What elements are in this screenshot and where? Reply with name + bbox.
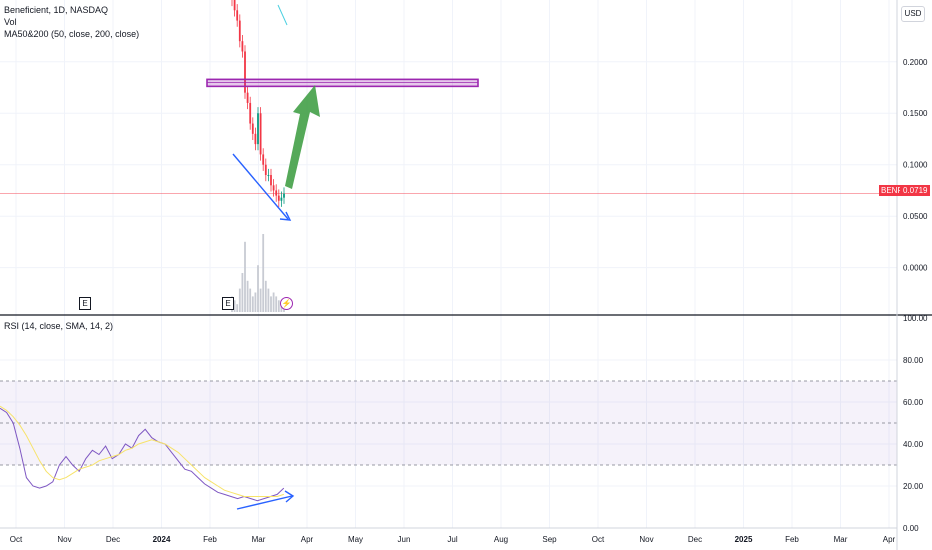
candle-body [270,175,272,186]
x-tick-label: Jul [447,535,457,544]
candle-body [277,195,280,201]
rsi-band-fill [0,381,897,465]
earnings-marker[interactable]: E [79,297,91,310]
candle-body [275,190,278,196]
rsi-tick-label: 40.00 [903,440,924,449]
volume-bar [249,288,252,312]
x-tick-label: Nov [57,535,71,544]
x-tick-label: Jun [398,535,411,544]
rsi-line [0,407,285,502]
rsi-tick-label: 0.00 [903,524,919,533]
x-tick-label: Sep [542,535,557,544]
price-tick-label: 0.1000 [903,161,928,170]
volume-bar [241,273,244,312]
volume-bar [257,265,259,312]
volume-bar [236,304,239,312]
candle-body [272,185,275,191]
candle-body [259,113,262,155]
earnings-marker[interactable]: E [222,297,234,310]
rsi-divergence-line [236,495,293,510]
x-tick-label: Feb [785,535,799,544]
rsi-band [0,380,897,466]
x-tick-label: 2025 [735,535,753,544]
x-tick-label: Mar [834,535,848,544]
price-tick-label: 0.0000 [903,264,928,273]
projected-up-arrow [285,85,320,189]
volume-bar [270,296,272,312]
volume-bar [264,280,267,312]
symbol-legend[interactable]: Beneficient, 1D, NASDAQ [4,5,109,15]
ma-legend[interactable]: MA50&200 (50, close, 200, close) [4,29,140,39]
volume-bar [238,288,241,312]
price-tick-label: 0.1500 [903,109,928,118]
volume-bar [267,288,270,312]
x-tick-label: Nov [639,535,653,544]
grid-lines [0,0,897,528]
rsi-tick-label: 20.00 [903,482,924,491]
volume-bar [251,296,254,312]
x-tick-label: Mar [252,535,266,544]
rsi-divergence-arrow-head [284,490,295,503]
x-tick-label: Oct [10,535,23,544]
candle-body [267,175,270,177]
rsi-legend[interactable]: RSI (14, close, SMA, 14, 2) [4,321,114,331]
candle-body [254,133,257,145]
candle-body [233,0,236,11]
rsi-ma-line [0,405,284,497]
candle-body [251,123,254,134]
candle-body [241,41,244,52]
candle-body [249,102,252,124]
candle-body [262,154,265,165]
volume-legend[interactable]: Vol [4,17,17,27]
volume-bar [259,288,262,312]
rsi-tick-label: 80.00 [903,356,924,365]
flash-icon[interactable]: ⚡ [280,297,293,310]
x-tick-label: Aug [494,535,508,544]
x-tick-label: 2024 [153,535,171,544]
volume-bar [254,292,257,312]
volume-bar [244,241,246,312]
price-candles [231,0,285,207]
x-tick-label: Dec [106,535,120,544]
x-tick-label: Apr [883,535,896,544]
candle-body [257,113,259,145]
candle-body [244,51,246,93]
resistance-box [206,78,479,88]
candle-body [238,20,241,42]
candle-body [236,10,239,21]
candle-body [246,92,249,103]
volume-bar [272,292,275,312]
rsi-tick-label: 100.00 [903,314,928,323]
volume-bar [233,300,236,312]
ticker-badge: BENF [879,185,905,196]
trend-arrow-head [279,211,292,221]
last-price-badge: 0.0719 [900,185,931,196]
rsi-lines [0,405,285,502]
trend-line-down [232,153,289,220]
x-tick-label: Dec [688,535,702,544]
volume-bar [262,234,265,312]
price-tick-label: 0.2000 [903,58,928,67]
volume-bar [277,300,280,312]
cyan-trend-line [277,4,288,26]
price-tick-label: 0.0500 [903,212,928,221]
candle-body [280,197,283,201]
x-tick-label: Apr [301,535,314,544]
x-tick-label: Feb [203,535,217,544]
x-tick-label: Oct [592,535,605,544]
volume-bar [275,296,278,312]
x-tick-label: May [348,535,363,544]
candle-body [264,164,267,176]
annotations[interactable] [206,4,479,510]
rsi-tick-label: 60.00 [903,398,924,407]
volume-bar [246,280,249,312]
candle-body [283,193,285,198]
currency-button[interactable]: USD [901,6,925,22]
